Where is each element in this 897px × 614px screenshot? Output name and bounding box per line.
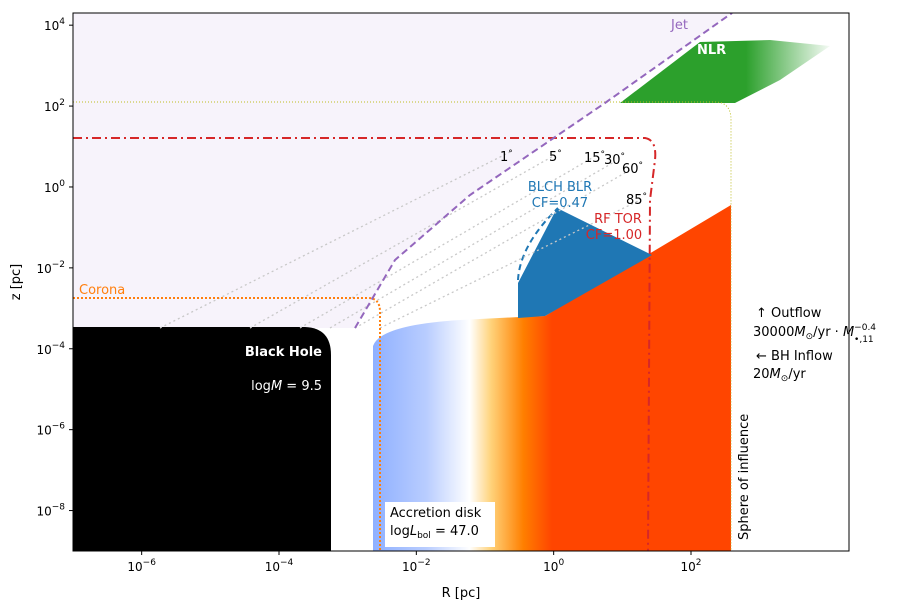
angle-label: 1°: [500, 149, 513, 165]
torus-cf: CF=1.00: [586, 228, 642, 243]
x-tick-label: 102: [680, 558, 701, 574]
disk-label-lum: logLbol = 47.0: [390, 524, 479, 541]
x-tick-label: 10−2: [402, 558, 431, 574]
axes-frame: [72, 12, 850, 552]
angle-label: 30°: [604, 152, 625, 168]
y-tick-label: 104: [44, 17, 65, 33]
x-tick-label: 100: [543, 558, 564, 574]
sphere-of-influence-line: [73, 101, 732, 551]
nlr-region: [620, 40, 830, 103]
inflow-rate: 20M⊙/yr: [753, 367, 806, 384]
accretion-disk-shape: [373, 205, 731, 551]
angle-labels: 1° 5° 15°30°60° 85°: [500, 149, 647, 208]
x-tick-label: 10−6: [127, 558, 156, 574]
x-axis-label: R [pc]: [442, 586, 481, 601]
x-tick-label: 10−4: [265, 558, 294, 574]
x-axis-ticks: 10−6 10−4 10−2 100 102: [127, 551, 702, 574]
inflow-label: ← BH Inflow: [756, 349, 833, 364]
corona-label: Corona: [79, 283, 125, 298]
disk-label-title: Accretion disk: [390, 506, 482, 521]
y-axis-ticks: 104 102 100 10−2 10−4 10−6 10−8: [36, 17, 73, 519]
jet-label: Jet: [670, 18, 688, 33]
jet-cone-shade: [73, 13, 732, 328]
outflow-label: ↑ Outflow: [756, 306, 822, 321]
outflow-rate: 30000M⊙/yr · M−0.4 •,11: [753, 323, 876, 345]
torus-boundary: [73, 137, 657, 551]
jet-line: [354, 13, 733, 329]
disk-label-box: [385, 502, 495, 547]
blr-cf: CF=0.47: [532, 196, 588, 211]
black-hole-label: Black Hole: [245, 345, 322, 360]
y-tick-label: 10−8: [36, 503, 65, 519]
y-tick-label: 10−2: [36, 260, 65, 276]
black-hole-mass: logM = 9.5: [251, 379, 322, 394]
blr-region: [518, 208, 652, 318]
y-tick-label: 10−4: [36, 341, 65, 357]
angle-label: 15°: [584, 150, 605, 166]
corona-boundary: [73, 297, 381, 551]
angle-label: 5°: [549, 149, 562, 165]
y-tick-label: 100: [44, 179, 65, 195]
angle-label: 85°: [626, 192, 647, 208]
angle-label: 60°: [622, 161, 643, 177]
y-axis-label: z [pc]: [9, 264, 24, 301]
torus-label: RF TOR: [594, 212, 642, 227]
black-hole-shape: [73, 327, 331, 551]
nlr-label: NLR: [697, 43, 726, 58]
y-tick-label: 102: [44, 98, 65, 114]
sphere-label: Sphere of influence: [737, 414, 752, 540]
blr-label: BLCH BLR: [528, 180, 592, 195]
y-tick-label: 10−6: [36, 422, 65, 438]
